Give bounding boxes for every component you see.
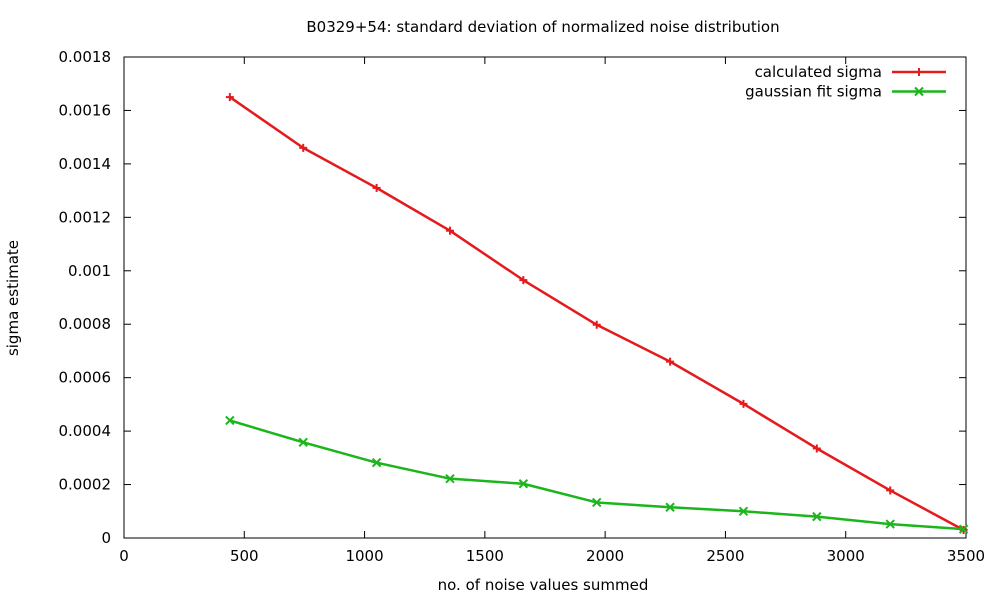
axis-ticks: 0 500 1000 1500 2000 2500 3000 3500 0 0.0002 0.000… xyxy=(59,48,986,565)
marker-stroke xyxy=(738,506,749,516)
marker-stroke xyxy=(298,437,308,448)
data-point xyxy=(738,506,749,516)
chart-title: B0329+54: standard deviation of normaliz… xyxy=(306,18,779,36)
x-tick-label: 2000 xyxy=(586,547,624,565)
data-point xyxy=(445,473,455,484)
data-point xyxy=(885,519,895,529)
data-point xyxy=(372,183,381,192)
data-point xyxy=(225,93,234,102)
y-axis-label: sigma estimate xyxy=(4,240,22,356)
plot-frame xyxy=(123,56,967,539)
y-tick-label: 0.0012 xyxy=(59,208,112,226)
marker-stroke xyxy=(958,524,969,534)
y-tick-label: 0.0014 xyxy=(59,155,112,173)
data-point xyxy=(812,511,822,522)
marker-stroke xyxy=(914,86,924,97)
data-point xyxy=(592,320,601,329)
data-point xyxy=(958,524,969,534)
x-axis-label: no. of noise values summed xyxy=(438,576,649,594)
data-point xyxy=(812,444,821,453)
marker-stroke xyxy=(225,415,235,426)
marker-stroke xyxy=(445,473,455,484)
y-tick-label: 0 xyxy=(101,529,111,547)
marker-stroke xyxy=(518,479,529,489)
data-point xyxy=(299,143,308,152)
series-lines xyxy=(225,93,969,534)
y-tick-label: 0.0006 xyxy=(59,369,112,387)
legend-label: gaussian fit sigma xyxy=(745,83,882,101)
series-line-1 xyxy=(229,96,965,532)
data-point xyxy=(886,486,895,495)
data-point xyxy=(518,479,529,489)
data-point xyxy=(225,415,235,426)
series-line-2 xyxy=(229,419,964,531)
data-point xyxy=(298,437,308,448)
y-tick-label: 0.0016 xyxy=(59,101,112,119)
plot-border xyxy=(123,56,967,539)
y-tick-label: 0.0008 xyxy=(59,315,112,333)
marker-stroke xyxy=(812,511,822,522)
marker-stroke xyxy=(371,457,382,468)
x-tick-label: 1500 xyxy=(466,547,504,565)
y-tick-label: 0.0004 xyxy=(59,422,112,440)
x-tick-label: 3500 xyxy=(947,547,985,565)
data-point xyxy=(666,357,675,366)
marker-stroke xyxy=(592,497,602,508)
marker-stroke xyxy=(665,502,675,512)
data-point xyxy=(739,399,748,408)
legend-label: calculated sigma xyxy=(755,63,882,81)
legend-marker xyxy=(914,86,924,97)
y-tick-label: 0.001 xyxy=(68,262,111,280)
x-tick-label: 0 xyxy=(119,547,129,565)
data-point xyxy=(519,276,528,285)
marker-stroke xyxy=(885,519,895,529)
legend-marker xyxy=(915,68,923,76)
legend: calculated sigma gaussian fit sigma xyxy=(745,63,946,101)
x-tick-label: 3000 xyxy=(827,547,865,565)
data-point xyxy=(371,457,382,468)
data-point xyxy=(445,226,454,235)
x-tick-label: 1000 xyxy=(345,547,383,565)
y-tick-label: 0.0018 xyxy=(59,48,112,66)
data-point xyxy=(592,497,602,508)
y-tick-label: 0.0002 xyxy=(59,476,112,494)
x-tick-label: 500 xyxy=(230,547,259,565)
x-tick-label: 2500 xyxy=(706,547,744,565)
data-point xyxy=(665,502,675,512)
